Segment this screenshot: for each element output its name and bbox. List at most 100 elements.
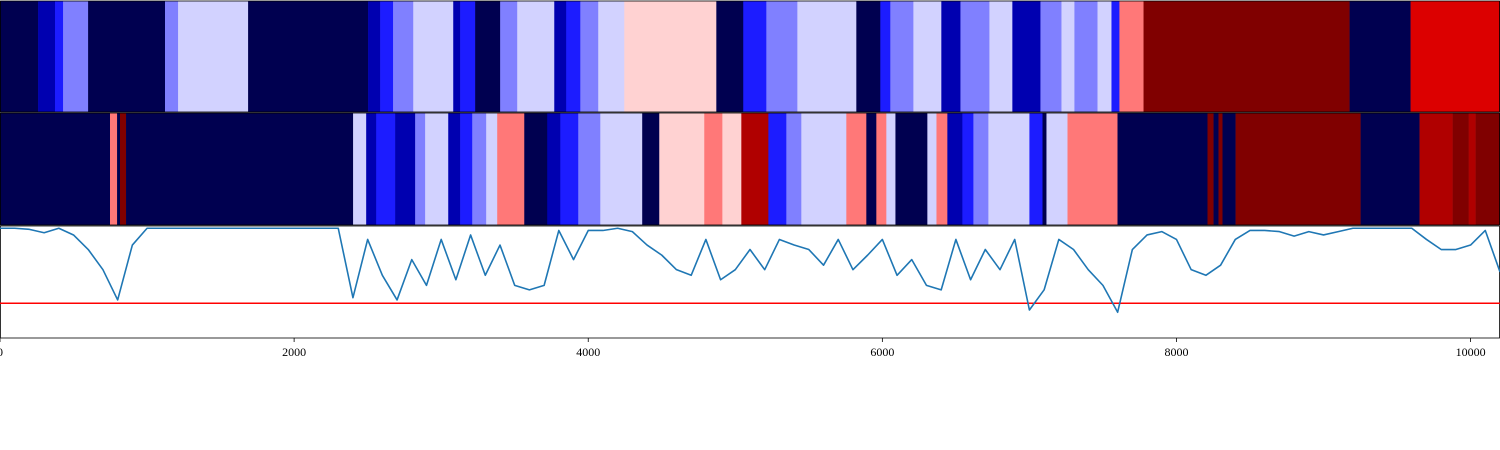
heatmap-cell <box>38 1 56 112</box>
heatmap-cell <box>63 1 89 112</box>
heatmap-cell <box>1117 113 1208 225</box>
heatmap-cell <box>500 1 518 112</box>
heatmap-cell <box>472 113 487 225</box>
heatmap-cell <box>55 1 64 112</box>
heatmap-cell <box>941 1 961 112</box>
heatmap-cell <box>856 1 881 112</box>
heatmap-cell <box>0 1 39 112</box>
heatmap-cell <box>886 113 896 225</box>
heatmap-cell <box>659 113 705 225</box>
heatmap-cell <box>395 113 416 225</box>
heatmap-cell <box>947 113 963 225</box>
heatmap-cell <box>1218 113 1223 225</box>
heatmap-cell <box>453 1 461 112</box>
x-tick-label: 4000 <box>576 345 600 359</box>
heatmap-cell <box>460 1 476 112</box>
heatmap-cell <box>722 113 742 225</box>
heatmap-cell <box>560 113 579 225</box>
heatmap-cell <box>1074 1 1098 112</box>
heatmap-cell <box>1046 113 1068 225</box>
heatmap-cell <box>846 113 867 225</box>
heatmap-cell <box>1213 113 1219 225</box>
heatmap-cell <box>962 113 974 225</box>
heatmap-cell <box>1040 1 1062 112</box>
heatmap-cell <box>743 1 767 112</box>
heatmap-cell <box>393 1 414 112</box>
heatmap-cell <box>165 1 179 112</box>
heatmap-cell <box>642 113 660 225</box>
heatmap-cell <box>598 1 625 112</box>
heatmap-cell <box>866 113 877 225</box>
heatmap-cell <box>413 1 454 112</box>
heatmap-cell <box>913 1 942 112</box>
heatmap-cell <box>178 1 249 112</box>
x-tick-label: 8000 <box>1164 345 1188 359</box>
heatmap-cell <box>1067 113 1118 225</box>
heatmap-cell <box>110 113 118 225</box>
heatmap-cell <box>988 113 1030 225</box>
heatmap-cell <box>1410 1 1500 112</box>
heatmap-cell <box>248 1 369 112</box>
heatmap-cell <box>578 113 601 225</box>
heatmap-cell <box>120 113 127 225</box>
heatmap-cell <box>1235 113 1361 225</box>
x-tick-label: 6000 <box>870 345 894 359</box>
x-tick-label: 10000 <box>1456 345 1486 359</box>
heatmap-cell <box>766 1 798 112</box>
heatmap-cell <box>786 113 802 225</box>
heatmap-cell <box>1207 113 1214 225</box>
heatmap-cell <box>380 1 394 112</box>
heatmap-cell <box>895 113 928 225</box>
heatmap-cell <box>126 113 354 225</box>
heatmap-cell <box>517 1 555 112</box>
heatmap-cell <box>117 113 121 225</box>
heatmap-cell <box>936 113 948 225</box>
heatmap-cell <box>1042 113 1047 225</box>
plot-area <box>0 225 1500 339</box>
heatmap-cell <box>366 113 377 225</box>
heatmap-cell <box>415 113 426 225</box>
heatmap-cell <box>1475 113 1500 225</box>
heatmap-cell <box>768 113 787 225</box>
heatmap-cell <box>876 113 887 225</box>
heatmap-cell <box>797 1 857 112</box>
heatmap-cell <box>580 1 599 112</box>
heatmap-cell <box>880 1 891 112</box>
heatmap-cell <box>801 113 847 225</box>
data-line <box>0 227 1500 314</box>
heatmap-cell <box>1222 113 1236 225</box>
heatmap-cell <box>1012 1 1041 112</box>
heatmap-cell <box>973 113 989 225</box>
heatmap-cell <box>353 113 367 225</box>
heatmap-cell <box>0 113 111 225</box>
x-tick-label: 2000 <box>282 345 306 359</box>
heatmap-cell <box>989 1 1013 112</box>
x-tick-label: 0 <box>0 345 3 359</box>
heatmap-cell <box>624 1 717 112</box>
heatmap-cell <box>1452 113 1469 225</box>
heatmap-cell <box>566 1 581 112</box>
heatmap-cell <box>890 1 914 112</box>
heatmap-cell <box>376 113 396 225</box>
heatmap-cell <box>1061 1 1075 112</box>
heatmap-cell <box>1419 113 1453 225</box>
heatmap-cell <box>486 113 498 225</box>
heatmap-cell <box>1119 1 1144 112</box>
heatmap-cell <box>497 113 525 225</box>
heatmap-cell <box>704 113 723 225</box>
heatmap-cell <box>1349 1 1411 112</box>
heatmap-cell <box>88 1 166 112</box>
heatmap-cell <box>1029 113 1043 225</box>
heatmap-cell <box>547 113 561 225</box>
heatmap-cell <box>1360 113 1420 225</box>
heatmap-cell <box>1111 1 1120 112</box>
heatmap-cell <box>1468 113 1476 225</box>
heatmap-cell <box>554 1 567 112</box>
heatmap-cell <box>524 113 548 225</box>
heatmap-cell <box>927 113 937 225</box>
heatmap-cell <box>960 1 990 112</box>
heatmap-cell <box>741 113 769 225</box>
heatmap-cell <box>368 1 381 112</box>
